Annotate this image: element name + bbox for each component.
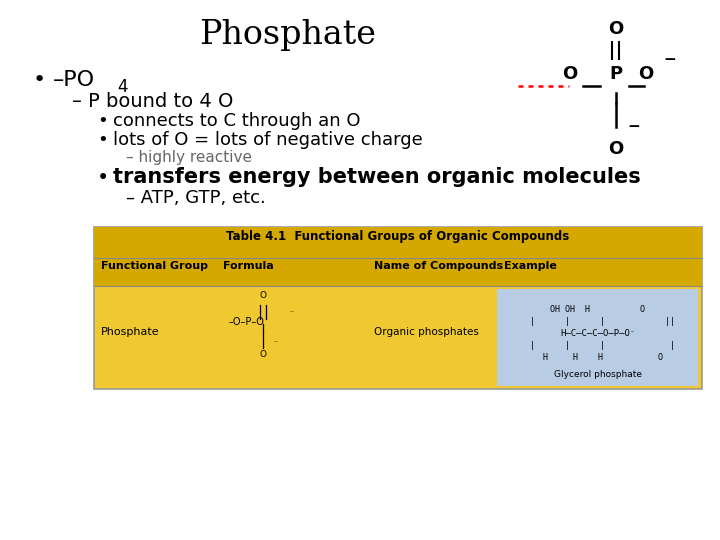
Text: P: P — [609, 65, 622, 83]
Text: O: O — [259, 350, 266, 359]
Text: •: • — [32, 70, 45, 90]
Text: – ATP, GTP, etc.: – ATP, GTP, etc. — [126, 189, 266, 207]
Text: Name of Compounds: Name of Compounds — [374, 261, 503, 272]
Text: transfers energy between organic molecules: transfers energy between organic molecul… — [113, 167, 641, 187]
Text: Glycerol phosphate: Glycerol phosphate — [554, 370, 642, 379]
Text: −: − — [627, 119, 640, 134]
Text: |      |      |             |: | | | | — [520, 341, 675, 350]
Text: – P bound to 4 O: – P bound to 4 O — [72, 92, 233, 111]
Text: OH OH  H          O: OH OH H O — [550, 305, 645, 314]
Text: •: • — [97, 112, 108, 130]
Text: 4: 4 — [117, 78, 128, 96]
Text: O: O — [608, 140, 624, 158]
Text: Example: Example — [504, 261, 557, 272]
Text: O: O — [608, 20, 624, 38]
Text: |      |      |            ||: | | | || — [520, 317, 675, 326]
Text: •: • — [97, 131, 108, 149]
Text: O: O — [562, 65, 578, 83]
Text: ⁻: ⁻ — [274, 339, 278, 347]
Text: −: − — [663, 52, 676, 67]
Text: Functional Group: Functional Group — [101, 261, 208, 272]
Text: O: O — [638, 65, 654, 83]
Text: •: • — [97, 168, 109, 188]
Text: O: O — [259, 291, 266, 300]
FancyBboxPatch shape — [497, 289, 698, 386]
Text: H–C–C–C–O–P–O⁻: H–C–C–C–O–P–O⁻ — [560, 329, 635, 338]
Text: Organic phosphates: Organic phosphates — [374, 327, 480, 337]
Text: –O–P–O: –O–P–O — [229, 317, 265, 327]
Text: H     H    H           O: H H H O — [533, 353, 662, 362]
FancyBboxPatch shape — [94, 227, 702, 389]
Text: ⁻: ⁻ — [289, 309, 294, 318]
Text: lots of O = lots of negative charge: lots of O = lots of negative charge — [113, 131, 423, 149]
FancyBboxPatch shape — [94, 227, 702, 258]
Text: –PO: –PO — [53, 70, 95, 90]
FancyBboxPatch shape — [94, 258, 702, 286]
Text: Table 4.1  Functional Groups of Organic Compounds: Table 4.1 Functional Groups of Organic C… — [226, 230, 570, 243]
Text: Phosphate: Phosphate — [101, 327, 159, 337]
Text: – highly reactive: – highly reactive — [126, 150, 252, 165]
Text: Formula: Formula — [223, 261, 274, 272]
Text: connects to C through an O: connects to C through an O — [113, 112, 361, 130]
Text: Phosphate: Phosphate — [199, 19, 377, 51]
